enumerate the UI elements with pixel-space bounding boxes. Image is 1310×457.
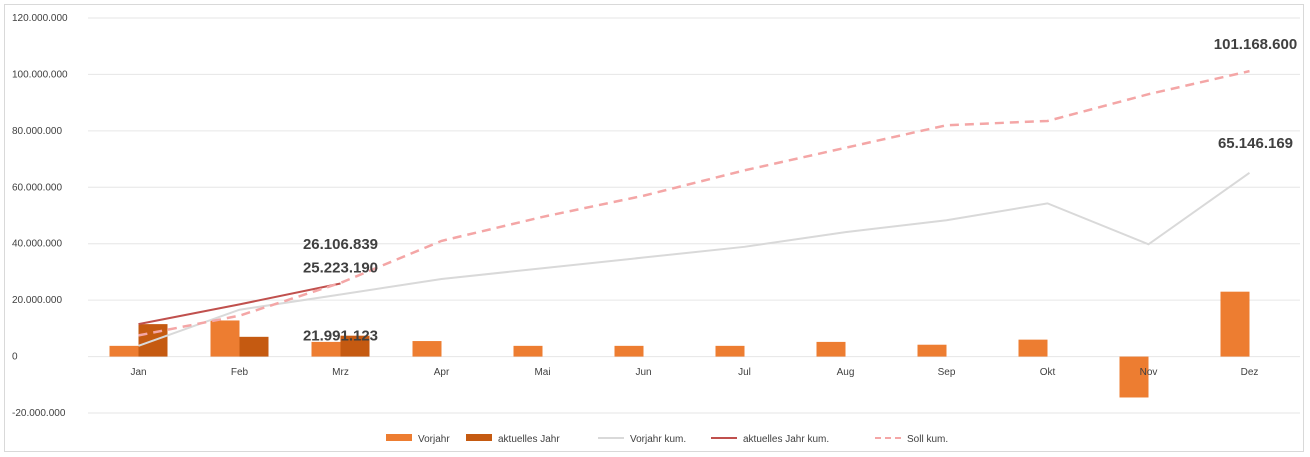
line-aktuelles-jahr-kum- (138, 282, 341, 326)
y-tick-label: 0 (12, 352, 18, 363)
y-tick-label: 100.000.000 (12, 69, 68, 80)
bar-vorjahr (412, 341, 442, 357)
y-tick-label: 40.000.000 (12, 239, 62, 250)
bar-vorjahr (109, 345, 139, 357)
line-vorjahr-kum- (138, 171, 1251, 347)
data-label: 65.146.169 (1218, 135, 1293, 152)
legend-swatch (386, 434, 412, 441)
legend-label: aktuelles Jahr kum. (743, 434, 829, 445)
legend-label: Vorjahr kum. (630, 434, 686, 445)
x-tick-label: Aug (837, 367, 855, 378)
x-tick-label: Jul (738, 367, 751, 378)
legend-label: aktuelles Jahr (498, 434, 560, 445)
legend-label: Vorjahr (418, 434, 450, 445)
y-tick-label: 120.000.000 (12, 13, 68, 24)
x-tick-label: Dez (1241, 367, 1259, 378)
data-label: 26.106.839 (303, 236, 378, 253)
x-tick-label: Jan (130, 367, 146, 378)
bar-vorjahr (816, 341, 846, 357)
legend-swatch (466, 434, 492, 441)
bar-vorjahr (1220, 291, 1250, 357)
bar-aktuelles-jahr (340, 335, 370, 357)
chart-frame (4, 4, 1304, 452)
y-tick-label: 20.000.000 (12, 295, 62, 306)
data-label: 25.223.190 (303, 259, 378, 276)
x-tick-label: Feb (231, 367, 249, 378)
x-tick-label: Apr (434, 367, 450, 378)
x-tick-label: Okt (1040, 367, 1056, 378)
bar-vorjahr (715, 345, 745, 357)
bar-vorjahr (917, 344, 947, 357)
legend-label: Soll kum. (907, 434, 948, 445)
bar-vorjahr (513, 345, 543, 357)
x-tick-label: Sep (938, 367, 956, 378)
bar-vorjahr (1018, 339, 1048, 357)
data-label: 21.991.123 (303, 328, 378, 345)
bar-vorjahr (614, 345, 644, 357)
x-tick-label: Nov (1140, 367, 1158, 378)
data-label: 101.168.600 (1214, 36, 1297, 53)
bar-vorjahr (311, 341, 341, 357)
y-tick-label: -20.000.000 (12, 408, 66, 419)
bar-vorjahr (1119, 356, 1149, 398)
x-tick-label: Jun (635, 367, 651, 378)
y-tick-label: 60.000.000 (12, 182, 62, 193)
line-soll-kum- (138, 69, 1250, 337)
bar-aktuelles-jahr (239, 336, 269, 357)
x-tick-label: Mai (534, 367, 550, 378)
y-tick-label: 80.000.000 (12, 126, 62, 137)
x-tick-label: Mrz (332, 367, 349, 378)
bar-vorjahr (210, 320, 240, 357)
